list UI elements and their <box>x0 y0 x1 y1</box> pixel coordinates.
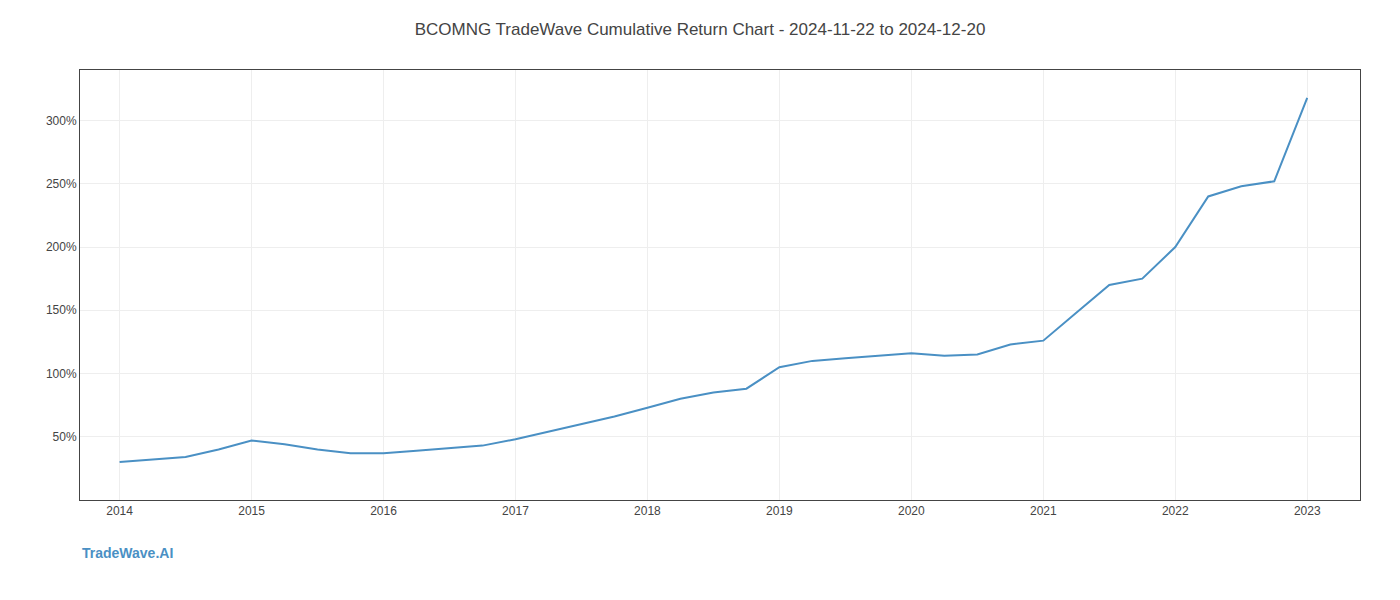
svg-text:2020: 2020 <box>898 504 925 518</box>
svg-text:150%: 150% <box>46 303 77 317</box>
svg-text:TradeWave.AI: TradeWave.AI <box>82 545 173 561</box>
svg-text:2021: 2021 <box>1030 504 1057 518</box>
svg-text:50%: 50% <box>53 430 77 444</box>
svg-text:100%: 100% <box>46 367 77 381</box>
svg-text:2014: 2014 <box>106 504 133 518</box>
svg-text:250%: 250% <box>46 177 77 191</box>
svg-text:300%: 300% <box>46 114 77 128</box>
svg-text:BCOMNG TradeWave Cumulative Re: BCOMNG TradeWave Cumulative Return Chart… <box>415 20 986 39</box>
svg-text:2023: 2023 <box>1294 504 1321 518</box>
svg-text:2022: 2022 <box>1162 504 1189 518</box>
svg-text:200%: 200% <box>46 240 77 254</box>
svg-text:2016: 2016 <box>370 504 397 518</box>
svg-text:2017: 2017 <box>502 504 529 518</box>
svg-text:2018: 2018 <box>634 504 661 518</box>
svg-text:2019: 2019 <box>766 504 793 518</box>
svg-text:2015: 2015 <box>238 504 265 518</box>
